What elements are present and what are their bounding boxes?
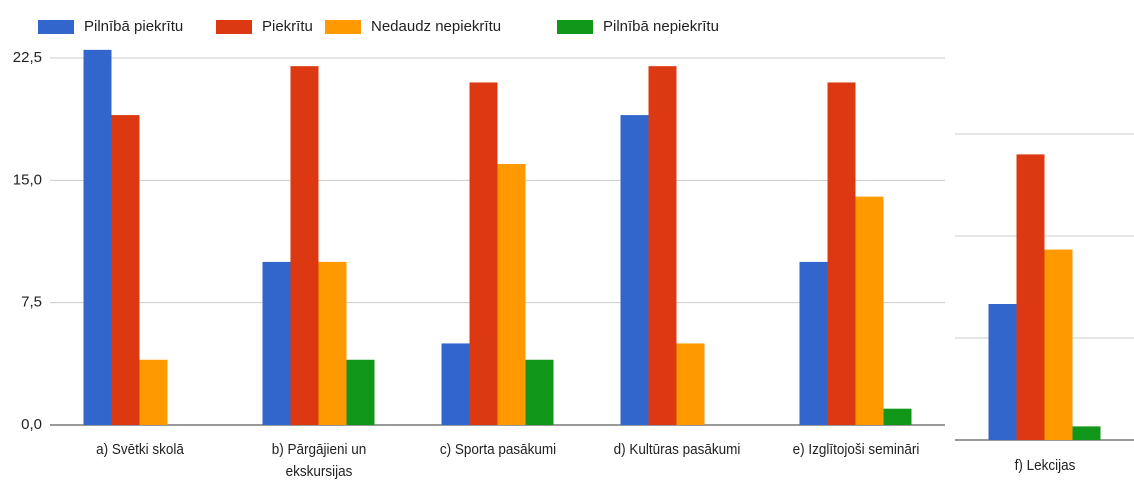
legend-label: Piekrītu [262, 18, 313, 35]
bar [441, 343, 470, 425]
bar [346, 359, 375, 425]
legend-swatch [216, 20, 252, 34]
y-tick-label: 7,5 [21, 294, 42, 311]
y-tick-label: 22,5 [13, 49, 42, 66]
bar [1044, 249, 1073, 440]
bar [799, 261, 828, 425]
bar [111, 115, 140, 425]
legend-swatch [557, 20, 593, 34]
bar [262, 261, 291, 425]
bar [83, 49, 112, 425]
x-tick-label: e) Izglītojoši semināri [792, 441, 919, 458]
bar [676, 343, 705, 425]
bar [855, 196, 884, 425]
bar [469, 82, 498, 425]
legend-swatch [325, 20, 361, 34]
bar [525, 359, 554, 425]
bar [1016, 154, 1045, 440]
legend-swatch [38, 20, 74, 34]
bar [139, 359, 168, 425]
legend-label: Pilnībā nepiekrītu [603, 18, 719, 35]
bar [1072, 426, 1101, 440]
bar [318, 261, 347, 425]
x-tick-label: c) Sporta pasākumi [439, 441, 556, 458]
y-tick-label: 15,0 [13, 171, 42, 188]
bar [648, 66, 677, 426]
bar [497, 164, 526, 425]
bar [883, 408, 912, 425]
legend-label: Nedaudz nepiekrītu [371, 18, 501, 35]
x-tick-label: f) Lekcijas [1014, 457, 1075, 474]
x-tick-label: d) Kultūras pasākumi [613, 441, 740, 458]
bar [620, 115, 649, 425]
legend-label: Pilnībā piekrītu [84, 18, 183, 35]
bar [988, 304, 1017, 440]
bar [827, 82, 856, 425]
bar [290, 66, 319, 426]
x-tick-label: b) Pārgājieni un ekskursijas [271, 441, 366, 480]
y-tick-label: 0,0 [21, 416, 42, 433]
x-tick-label: a) Svētki skolā [95, 441, 184, 458]
